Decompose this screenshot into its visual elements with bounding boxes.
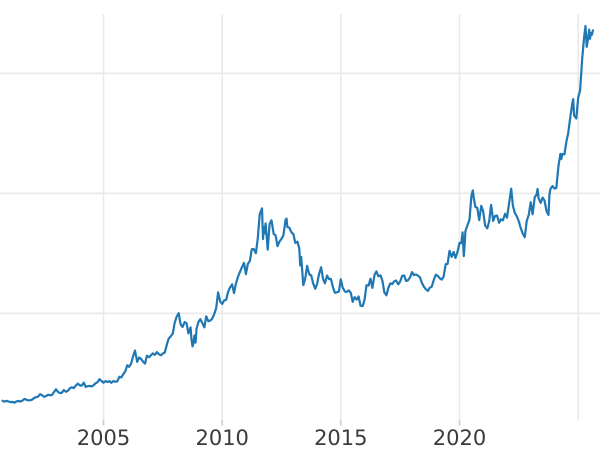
price-line <box>1 24 595 404</box>
x-tick-label: 2015 <box>314 426 367 450</box>
tick-layer <box>102 420 461 426</box>
grid-layer <box>0 14 600 420</box>
x-axis-labels: 2005 2010 2015 2020 <box>77 426 486 450</box>
x-tick-label: 2020 <box>433 426 486 450</box>
x-tick-label: 2005 <box>77 426 130 450</box>
line-layer <box>1 24 595 404</box>
x-tick-label: 2010 <box>195 426 248 450</box>
